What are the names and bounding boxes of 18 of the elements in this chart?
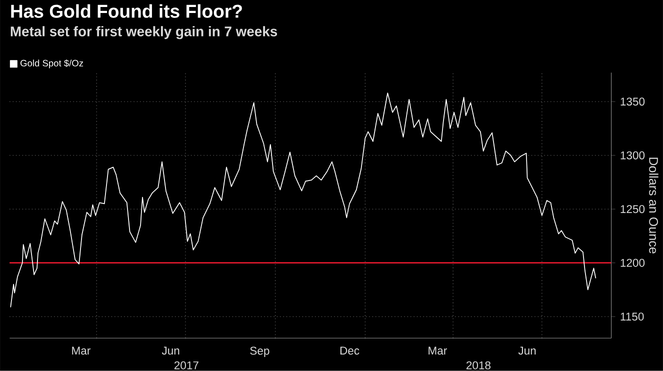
- line-series: [10, 92, 596, 308]
- x-tick-label: Sep: [250, 346, 270, 357]
- y-tick-label: 1300: [620, 151, 645, 160]
- chart-title: Has Gold Found its Floor?: [11, 4, 242, 18]
- x-tick-label: Dec: [340, 346, 360, 355]
- y-tick-label: 1150: [620, 312, 644, 321]
- y-tick-label: 1200: [620, 258, 645, 267]
- x-tick-label: Mar: [72, 346, 90, 355]
- legend-label: Gold Spot $/Oz: [20, 60, 84, 68]
- y-tick-label: 1250: [620, 205, 645, 214]
- y-tick-label: 1350: [620, 98, 645, 106]
- y-axis-title: Dollars an Ounce: [649, 158, 658, 254]
- x2-tick-label: 2018: [466, 361, 490, 370]
- x-tick-label: Mar: [428, 346, 447, 355]
- x-tick-label: Jun: [518, 346, 536, 355]
- x-tick-label: Jun: [162, 346, 180, 355]
- chart-subtitle: Metal set for first weekly gain in 7 weeks: [10, 26, 278, 40]
- x2-tick-label: 2017: [174, 361, 198, 370]
